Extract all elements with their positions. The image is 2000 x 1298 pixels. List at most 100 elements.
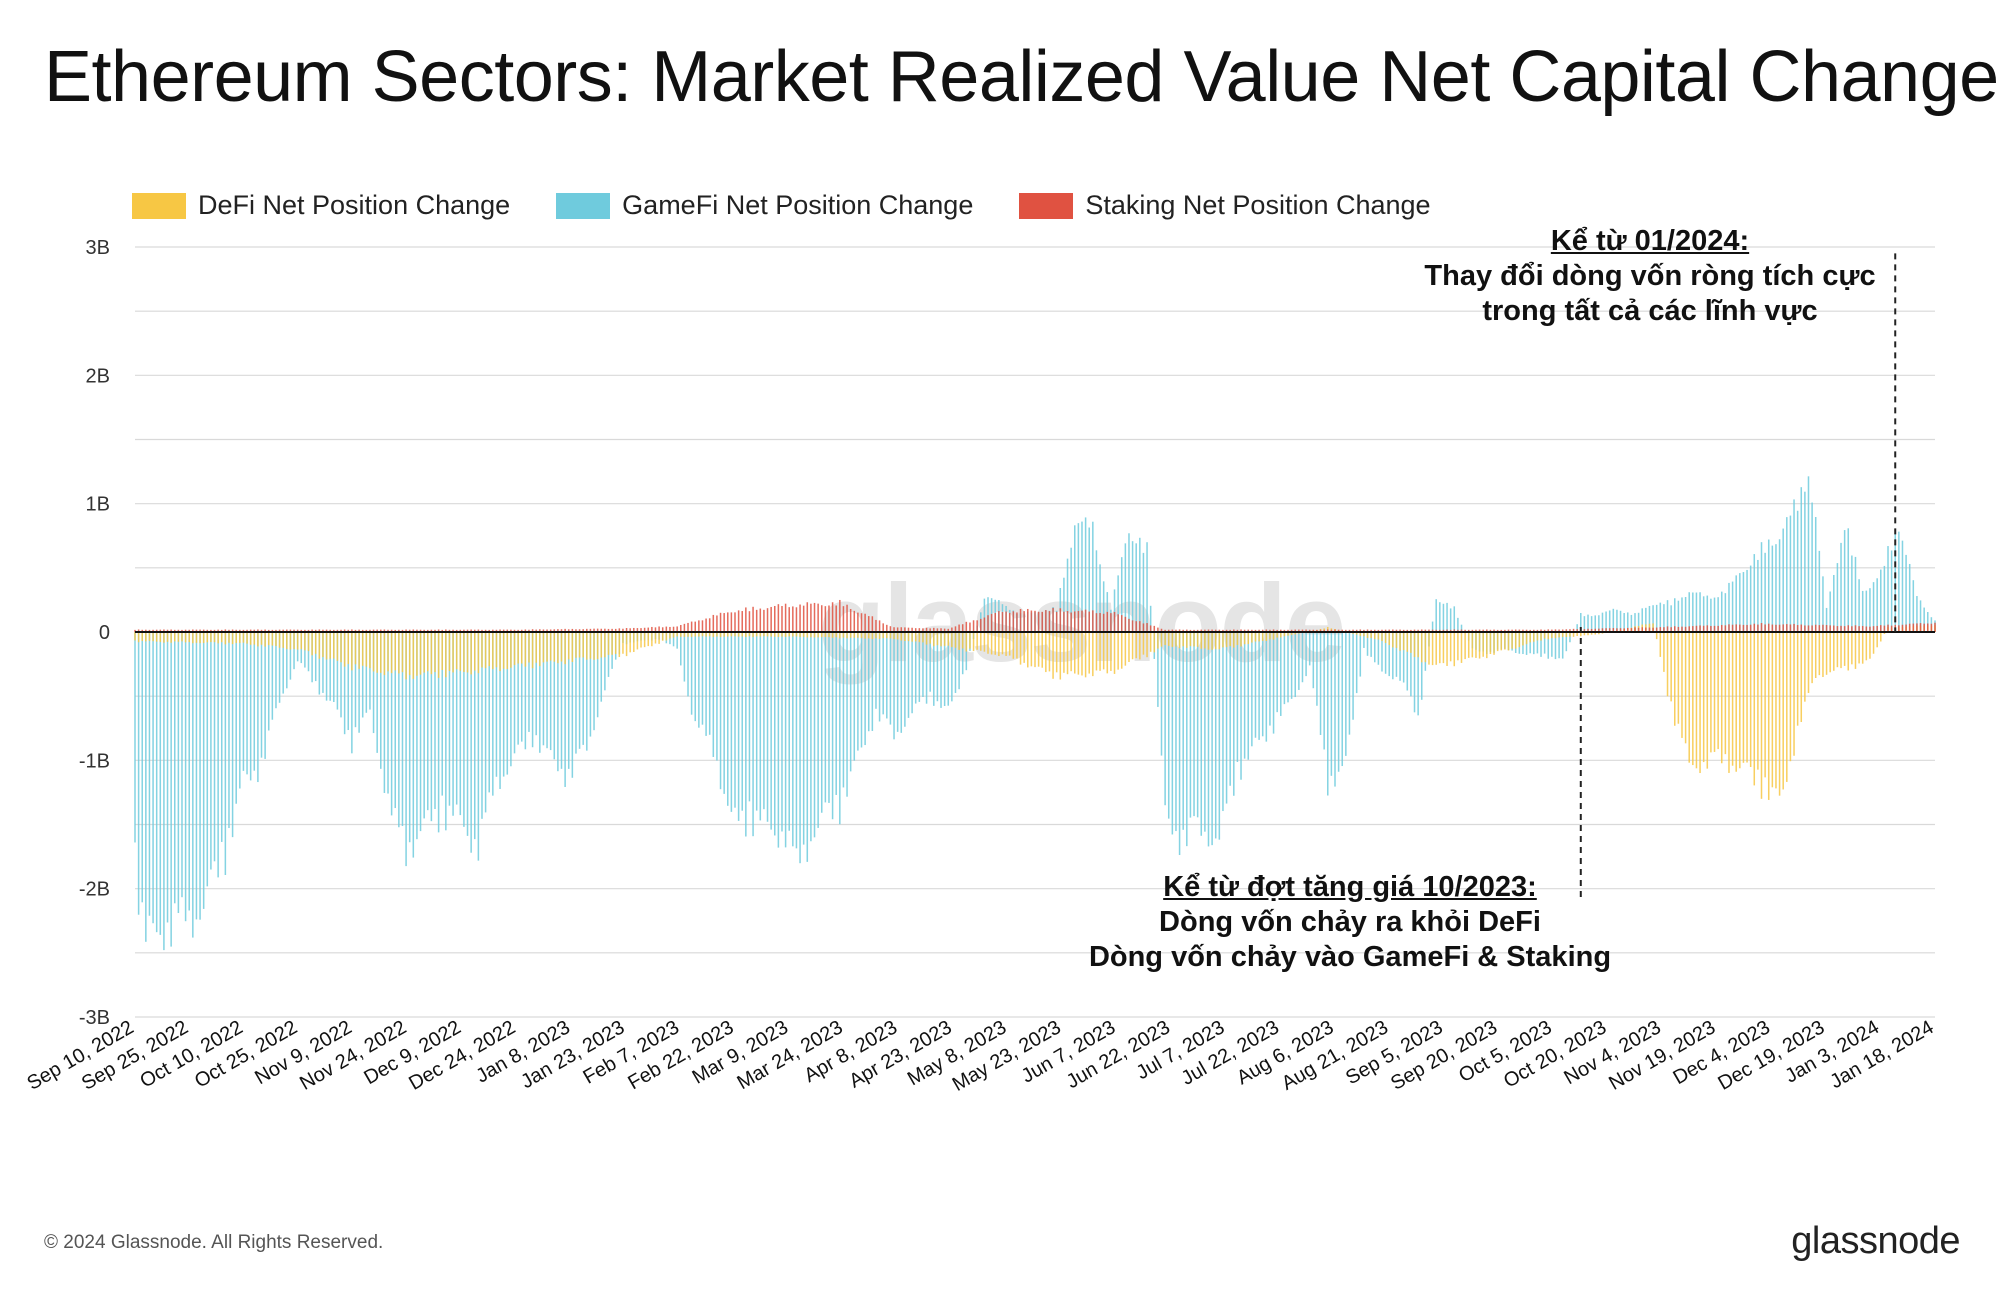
bar <box>192 629 194 632</box>
bar <box>1764 624 1766 632</box>
bar <box>170 629 172 632</box>
bar <box>600 632 603 658</box>
bar <box>170 632 172 643</box>
bar <box>1402 629 1405 632</box>
bar <box>1735 624 1737 632</box>
bar <box>206 632 209 643</box>
bar <box>1507 629 1510 632</box>
bar <box>296 629 299 632</box>
bar <box>1543 629 1546 632</box>
bar <box>1207 632 1210 650</box>
bar <box>524 629 527 632</box>
bar <box>719 632 722 637</box>
bar <box>1684 597 1687 632</box>
bar <box>322 632 324 693</box>
bar <box>864 613 866 632</box>
bar <box>1912 580 1915 632</box>
legend-item-staking[interactable]: Staking Net Position Change <box>1019 190 1431 221</box>
bar <box>1258 629 1260 632</box>
bar <box>766 608 769 632</box>
bar <box>1757 559 1759 632</box>
bar <box>539 629 541 632</box>
bar <box>1113 632 1116 674</box>
bar <box>1204 629 1206 632</box>
bar <box>582 632 584 745</box>
bar <box>1099 632 1101 671</box>
bar <box>1464 629 1466 632</box>
bar <box>282 632 284 694</box>
bar <box>1883 632 1886 635</box>
bar <box>1760 632 1763 799</box>
bar <box>1120 557 1123 632</box>
bar <box>1110 632 1112 671</box>
bar <box>419 632 422 832</box>
bar <box>314 632 317 654</box>
bar <box>1601 612 1604 632</box>
bar <box>1457 617 1459 632</box>
bar <box>1482 632 1484 657</box>
bar <box>1052 607 1054 632</box>
bar <box>517 629 519 632</box>
bar <box>1634 627 1636 632</box>
bar <box>1713 632 1716 752</box>
bar <box>1623 613 1625 632</box>
bar <box>1308 632 1311 666</box>
bar <box>835 632 837 638</box>
bar <box>846 632 848 639</box>
bar <box>1814 624 1817 632</box>
bar <box>857 632 859 638</box>
bar <box>1330 632 1333 776</box>
bar <box>1861 632 1864 664</box>
bar <box>343 632 346 667</box>
bar <box>1030 632 1033 667</box>
bar <box>1796 510 1799 632</box>
bar <box>1655 627 1658 632</box>
bar <box>296 632 299 650</box>
bar <box>264 632 266 759</box>
bar <box>1836 563 1839 632</box>
bar <box>459 629 462 632</box>
bar <box>1547 629 1550 632</box>
bar <box>1587 628 1589 632</box>
bar <box>1854 556 1857 632</box>
bar <box>217 632 219 878</box>
bar <box>1229 632 1231 786</box>
bar <box>748 632 751 802</box>
bar <box>1572 628 1575 632</box>
bar <box>882 632 884 639</box>
bar <box>839 632 841 639</box>
bar <box>820 632 823 638</box>
bar <box>784 632 787 637</box>
bar <box>998 611 1000 632</box>
legend-item-gamefi[interactable]: GameFi Net Position Change <box>556 190 973 221</box>
bar <box>1110 613 1112 632</box>
bar <box>893 627 895 632</box>
bar <box>1619 610 1622 632</box>
bar <box>1847 625 1850 632</box>
bar <box>651 632 653 647</box>
legend-item-defi[interactable]: DeFi Net Position Change <box>132 190 510 221</box>
bar <box>1645 627 1647 632</box>
bar <box>763 632 765 810</box>
bar <box>405 632 407 680</box>
bar <box>1431 632 1434 666</box>
bar <box>980 618 982 632</box>
bar <box>842 632 845 638</box>
bar <box>705 632 707 637</box>
bar <box>416 632 418 676</box>
bar <box>557 629 559 632</box>
bar <box>307 632 310 672</box>
y-tick-label: 0 <box>99 622 110 644</box>
bar <box>376 629 378 632</box>
bar <box>694 621 696 632</box>
bar <box>1760 623 1763 632</box>
bar <box>774 605 776 632</box>
bar <box>1374 632 1376 640</box>
bar <box>788 632 790 637</box>
bar <box>1059 608 1062 632</box>
bar <box>307 629 310 632</box>
bar <box>918 632 921 643</box>
bar <box>658 632 660 644</box>
bar <box>737 632 740 821</box>
